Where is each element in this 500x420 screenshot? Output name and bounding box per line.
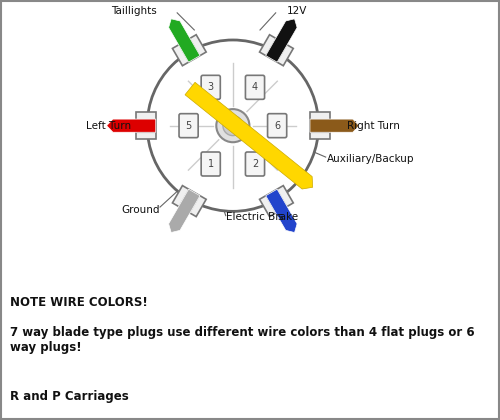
Text: 5: 5	[186, 121, 192, 131]
FancyBboxPatch shape	[201, 152, 220, 176]
FancyBboxPatch shape	[201, 75, 220, 99]
FancyBboxPatch shape	[246, 152, 264, 176]
Circle shape	[147, 40, 318, 211]
Text: NOTE WIRE COLORS!: NOTE WIRE COLORS!	[10, 297, 148, 310]
Text: 4: 4	[252, 82, 258, 92]
Polygon shape	[310, 112, 330, 139]
Text: 6: 6	[274, 121, 280, 131]
Polygon shape	[136, 112, 156, 139]
FancyBboxPatch shape	[268, 114, 286, 138]
Text: 7 way blade type plugs use different wire colors than 4 flat plugs or 6
way plug: 7 way blade type plugs use different wir…	[10, 326, 474, 354]
Text: Electric Brake: Electric Brake	[226, 212, 298, 222]
Text: 3: 3	[208, 82, 214, 92]
Polygon shape	[260, 35, 294, 66]
FancyBboxPatch shape	[246, 75, 264, 99]
Polygon shape	[310, 119, 359, 132]
Polygon shape	[266, 189, 297, 233]
Polygon shape	[172, 35, 206, 66]
Polygon shape	[266, 19, 297, 62]
Circle shape	[223, 116, 243, 136]
Text: 1: 1	[208, 159, 214, 169]
Polygon shape	[168, 189, 200, 233]
Text: Left Turn: Left Turn	[86, 121, 132, 131]
Text: R and P Carriages: R and P Carriages	[10, 391, 129, 404]
Text: Taillights: Taillights	[112, 6, 157, 16]
Circle shape	[216, 109, 250, 142]
Text: Auxiliary/Backup: Auxiliary/Backup	[327, 153, 414, 163]
Polygon shape	[260, 186, 294, 217]
Text: 2: 2	[252, 159, 258, 169]
Polygon shape	[168, 19, 200, 62]
FancyBboxPatch shape	[179, 114, 198, 138]
Polygon shape	[106, 119, 156, 132]
Text: Ground: Ground	[122, 205, 160, 215]
Polygon shape	[172, 186, 206, 217]
Text: 12V: 12V	[287, 6, 308, 16]
Text: s: s	[277, 212, 282, 222]
Text: Right Turn: Right Turn	[346, 121, 400, 131]
Polygon shape	[185, 82, 312, 189]
